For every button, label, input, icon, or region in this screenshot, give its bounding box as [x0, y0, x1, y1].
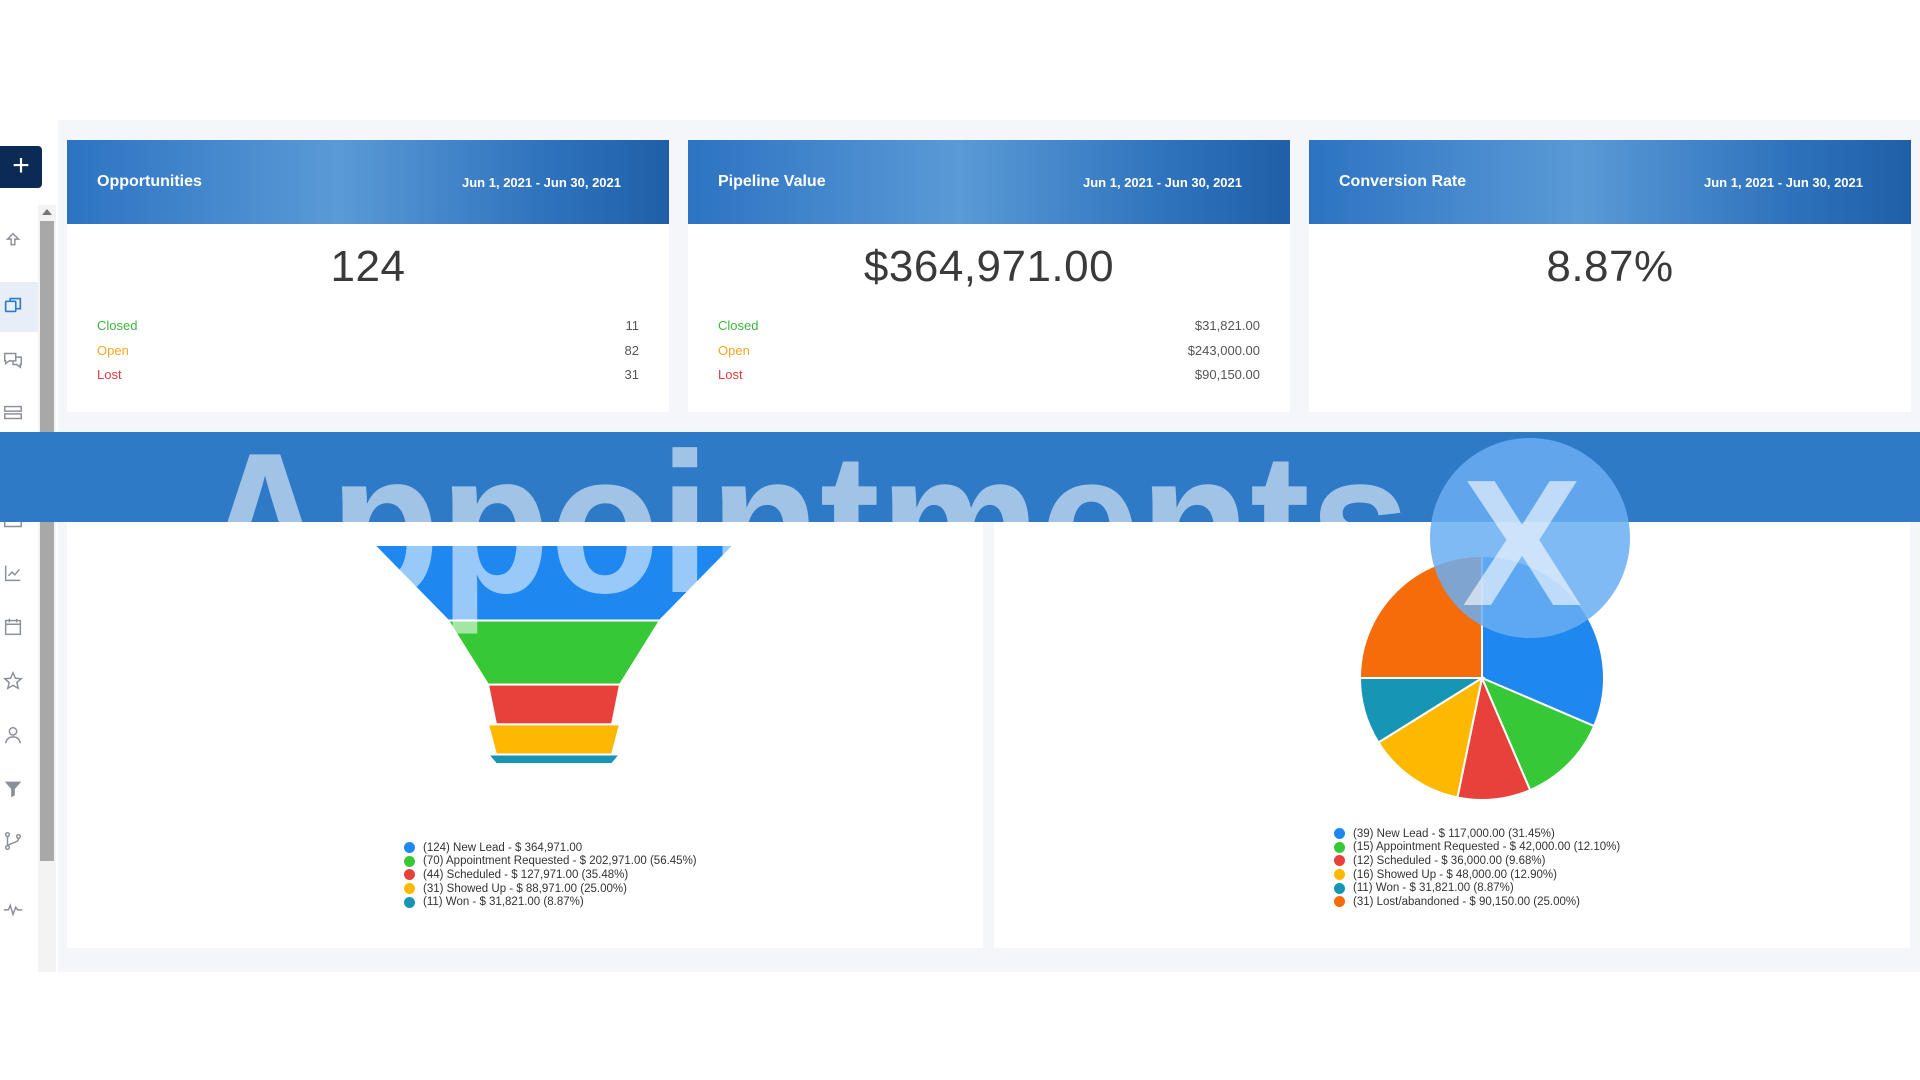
legend-dot-icon	[404, 883, 415, 895]
legend-label: (39) New Lead - $ 117,000.00 (31.45%)	[1353, 827, 1555, 840]
pie-slice-scheduled[interactable]	[1456, 674, 1532, 801]
conversion-rate-card: Conversion Rate Jun 1, 2021 - Jun 30, 20…	[1309, 140, 1911, 412]
user-icon[interactable]	[2, 724, 24, 746]
pie-slice-appointment-requested[interactable]	[1480, 676, 1596, 792]
stat-label: Open	[718, 342, 750, 358]
funnel-legend: (124) New Lead - $ 364,971.00 (70) Appoin…	[404, 841, 697, 909]
chat-icon[interactable]	[2, 348, 24, 370]
funnel-legend-item[interactable]: (124) New Lead - $ 364,971.00	[404, 841, 697, 855]
stat-row-lost: Lost $90,150.00	[718, 367, 1260, 392]
stat-value: 82	[624, 342, 639, 358]
funnel-segment-scheduled[interactable]	[486, 683, 622, 726]
add-button[interactable]: +	[0, 146, 42, 188]
pie-legend-item[interactable]: (11) Won - $ 31,821.00 (8.87%)	[1334, 881, 1620, 895]
funnel-segment-new-lead[interactable]	[371, 544, 737, 622]
calendar-icon[interactable]	[2, 616, 24, 638]
legend-label: (44) Scheduled - $ 127,971.00 (35.48%)	[423, 868, 629, 881]
legend-dot-icon	[404, 855, 415, 867]
funnel-legend-item[interactable]: (70) Appointment Requested - $ 202,971.0…	[404, 855, 697, 869]
stat-value: $31,821.00	[1194, 318, 1260, 333]
card-value: $364,971.00	[863, 242, 1115, 291]
stat-label: Closed	[97, 318, 138, 333]
pie-legend: (39) New Lead - $ 117,000.00 (31.45%) (15…	[1334, 827, 1620, 909]
date-range[interactable]: Jun 1, 2021 - Jun 30, 2021	[1083, 174, 1242, 190]
scroll-thumb[interactable]	[40, 221, 54, 861]
list-icon[interactable]	[2, 402, 24, 424]
stat-label: Open	[97, 342, 129, 358]
legend-dot-icon	[1334, 841, 1345, 853]
funnel-legend-item[interactable]: (44) Scheduled - $ 127,971.00 (35.48%)	[404, 868, 697, 882]
chart-icon[interactable]	[2, 562, 24, 584]
legend-label: (11) Won - $ 31,821.00 (8.87%)	[423, 896, 584, 909]
stat-label: Lost	[97, 367, 122, 382]
star-icon[interactable]	[2, 670, 24, 692]
opportunities-card: Opportunities Jun 1, 2021 - Jun 30, 2021…	[67, 140, 669, 412]
pie-legend-item[interactable]: (39) New Lead - $ 117,000.00 (31.45%)	[1334, 827, 1620, 841]
sidebar-scrollbar[interactable]	[38, 205, 56, 972]
funnel-segment-won[interactable]	[485, 753, 623, 765]
card-header: Conversion Rate Jun 1, 2021 - Jun 30, 20…	[1309, 140, 1911, 224]
date-range[interactable]: Jun 1, 2021 - Jun 30, 2021	[462, 174, 621, 190]
funnel-chart	[371, 544, 737, 765]
funnel-legend-item[interactable]: (31) Showed Up - $ 88,971.00 (25.00%)	[404, 882, 697, 896]
legend-dot-icon	[404, 896, 415, 908]
legend-dot-icon	[1334, 855, 1345, 867]
promo-banner	[0, 432, 1920, 522]
card-title: Opportunities	[97, 173, 202, 190]
stat-row-lost: Lost 31	[97, 367, 639, 392]
pie-legend-item[interactable]: (16) Showed Up - $ 48,000.00 (12.90%)	[1334, 868, 1620, 882]
stat-row-closed: Closed 11	[97, 318, 639, 343]
stat-value: 31	[624, 367, 639, 382]
legend-label: (31) Lost/abandoned - $ 90,150.00 (25.00…	[1353, 895, 1580, 908]
stat-row-closed: Closed $31,821.00	[718, 318, 1260, 343]
stat-label: Closed	[718, 318, 759, 333]
legend-dot-icon	[1334, 828, 1345, 840]
stat-value: $90,150.00	[1194, 367, 1260, 382]
pie-legend-item[interactable]: (15) Appointment Requested - $ 42,000.00…	[1334, 841, 1620, 855]
pie-legend-item[interactable]: (31) Lost/abandoned - $ 90,150.00 (25.00…	[1334, 895, 1620, 909]
stat-row-open: Open $243,000.00	[718, 343, 1260, 368]
filter-icon[interactable]	[2, 778, 24, 800]
legend-label: (15) Appointment Requested - $ 42,000.00…	[1353, 841, 1621, 854]
stat-row-open: Open 82	[97, 343, 639, 368]
pie-legend-item[interactable]: (12) Scheduled - $ 36,000.00 (9.68%)	[1334, 854, 1620, 868]
stat-label: Lost	[718, 367, 743, 382]
scroll-up-arrow-icon[interactable]	[42, 209, 52, 215]
stat-value: 11	[625, 318, 640, 333]
stat-value: $243,000.00	[1187, 342, 1260, 358]
legend-label: (124) New Lead - $ 364,971.00	[423, 841, 583, 854]
pie-slice-showed-up[interactable]	[1377, 675, 1484, 799]
card-header: Pipeline Value Jun 1, 2021 - Jun 30, 202…	[688, 140, 1290, 224]
funnel-chart-panel: (124) New Lead - $ 364,971.00 (70) Appoin…	[67, 522, 983, 948]
funnel-segment-showed-up[interactable]	[486, 723, 622, 756]
legend-label: (12) Scheduled - $ 36,000.00 (9.68%)	[1353, 854, 1546, 867]
card-value: 124	[330, 242, 406, 291]
legend-dot-icon	[1334, 882, 1345, 894]
legend-dot-icon	[1334, 896, 1345, 908]
legend-dot-icon	[1334, 869, 1345, 881]
legend-label: (31) Showed Up - $ 88,971.00 (25.00%)	[423, 882, 627, 895]
card-title: Pipeline Value	[718, 173, 826, 190]
card-title: Conversion Rate	[1339, 173, 1467, 190]
branch-icon[interactable]	[2, 830, 24, 852]
card-value: 8.87%	[1546, 242, 1674, 291]
date-range[interactable]: Jun 1, 2021 - Jun 30, 2021	[1704, 174, 1863, 190]
pie-chart-panel: (39) New Lead - $ 117,000.00 (31.45%) (15…	[994, 522, 1910, 948]
legend-label: (16) Showed Up - $ 48,000.00 (12.90%)	[1353, 868, 1557, 881]
legend-label: (11) Won - $ 31,821.00 (8.87%)	[1353, 882, 1514, 895]
legend-label: (70) Appointment Requested - $ 202,971.0…	[423, 855, 697, 868]
legend-dot-icon	[404, 869, 415, 881]
pie-slice-lost-abandoned[interactable]	[1358, 554, 1483, 679]
legend-dot-icon	[404, 842, 415, 854]
card-header: Opportunities Jun 1, 2021 - Jun 30, 2021	[67, 140, 669, 224]
funnel-legend-item[interactable]: (11) Won - $ 31,821.00 (8.87%)	[404, 895, 697, 909]
upload-icon[interactable]	[2, 230, 24, 252]
pipeline-value-card: Pipeline Value Jun 1, 2021 - Jun 30, 202…	[688, 140, 1290, 412]
funnel-segment-appointment-requested[interactable]	[446, 619, 662, 686]
copy-icon[interactable]	[2, 294, 24, 316]
pulse-icon[interactable]	[2, 898, 24, 920]
